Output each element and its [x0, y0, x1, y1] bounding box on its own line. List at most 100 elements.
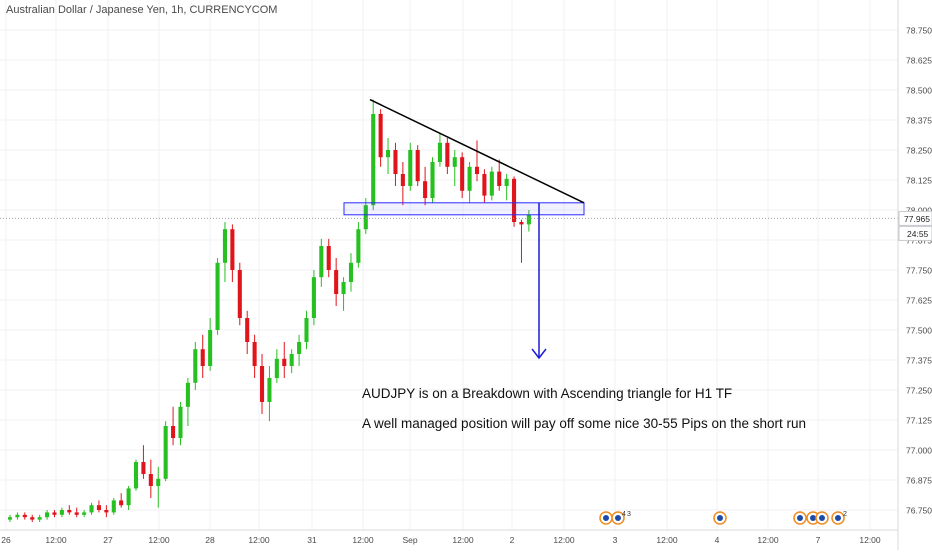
candle-body	[467, 166, 472, 191]
x-tick-label: 26	[1, 535, 11, 545]
candle-body	[163, 426, 168, 479]
x-tick-label: 12:00	[859, 535, 881, 545]
candle-body	[393, 150, 398, 174]
candle-body	[267, 378, 272, 402]
gridlines	[0, 0, 898, 530]
x-tick-label: Sep	[402, 535, 417, 545]
candle-body	[52, 512, 57, 515]
candle-body	[437, 142, 442, 162]
y-axis: 76.750 76.875 77.000 77.125 77.250 77.375 77.5…	[897, 0, 932, 550]
candle-body	[297, 342, 302, 354]
target-arrow-head	[531, 348, 547, 360]
x-tick-label: 28	[205, 535, 215, 545]
x-tick-label: 12:00	[757, 535, 779, 545]
event-count-label: 4	[622, 511, 626, 518]
x-tick-label: 2	[510, 535, 515, 545]
candle-body	[311, 277, 316, 318]
x-tick-label: 12:00	[148, 535, 170, 545]
candle-body	[200, 349, 205, 366]
x-tick-label: 12:00	[248, 535, 270, 545]
candle-body	[59, 510, 64, 515]
support-zone-box	[343, 202, 585, 216]
y-tick-label: 76.750	[906, 506, 932, 516]
candle-body	[415, 150, 420, 182]
y-tick-label: 77.500	[906, 326, 932, 336]
candle-body	[430, 162, 435, 198]
candle-body	[326, 246, 331, 270]
y-tick-label: 77.625	[906, 296, 932, 306]
candle-body	[423, 181, 428, 198]
candle-body	[274, 358, 279, 378]
candle-body	[237, 270, 242, 318]
annotation-text-2: A well managed position will pay off som…	[362, 416, 807, 431]
event-flag-icon	[835, 515, 841, 521]
candle-body	[356, 229, 361, 263]
candle-body	[222, 229, 228, 263]
candle-body	[400, 174, 405, 186]
last-price-badge	[898, 210, 932, 226]
event-flag-icon	[819, 515, 825, 521]
candle-body	[185, 382, 190, 407]
y-tick-label: 78.000	[906, 206, 932, 216]
y-tick-label: 77.250	[906, 386, 932, 396]
event-flag-icon	[615, 515, 621, 521]
y-tick-label: 78.125	[906, 176, 932, 186]
candle-body	[45, 512, 50, 518]
candle-body	[82, 512, 87, 515]
candle-body	[37, 517, 42, 520]
x-tick-label: 7	[816, 535, 821, 545]
last-price-label: 77.965	[904, 214, 930, 224]
y-tick-label: 78.750	[906, 26, 932, 36]
candle-body	[445, 142, 450, 167]
candle-body	[15, 514, 20, 518]
y-tick-label: 77.375	[906, 356, 932, 366]
x-axis: 26 12:00 27 12:00 28 12:00 31 12:00 Sep 12:00 2 12:…	[0, 511, 898, 545]
x-tick-label: 27	[103, 535, 113, 545]
candle-body	[119, 500, 124, 506]
candle-body	[111, 500, 116, 513]
candle-body	[171, 426, 176, 438]
candle-body	[133, 462, 139, 489]
candle-body	[334, 270, 339, 294]
candle-body	[460, 157, 465, 191]
candle-body	[319, 246, 324, 278]
event-flag-icon	[603, 515, 609, 521]
candle-body	[74, 512, 79, 515]
x-tick-label: 3	[613, 535, 618, 545]
candle-body	[386, 150, 391, 158]
x-tick-label: 12:00	[656, 535, 678, 545]
candles	[7, 99, 531, 522]
candle-body	[526, 214, 531, 225]
x-tick-label: 12:00	[553, 535, 575, 545]
candle-body	[89, 505, 94, 513]
x-tick-label: 12:00	[352, 535, 374, 545]
candle-body	[371, 114, 376, 206]
candle-body	[512, 178, 517, 222]
y-tick-label: 76.875	[906, 476, 932, 486]
candle-body	[474, 166, 480, 174]
y-tick-label: 77.000	[906, 446, 932, 456]
candle-body	[282, 358, 287, 366]
candle-body	[489, 171, 494, 196]
y-tick-label: 77.125	[906, 416, 932, 426]
candle-body	[7, 517, 13, 520]
candle-body	[126, 488, 131, 506]
candle-body	[141, 462, 146, 474]
y-tick-label: 78.625	[906, 56, 932, 66]
event-count-label: 2	[843, 511, 847, 518]
candle-body	[348, 262, 354, 282]
candle-body	[156, 478, 161, 486]
event-flag-icon	[810, 515, 816, 521]
candle-body	[193, 349, 198, 383]
candle-body	[22, 514, 27, 518]
candle-body	[504, 178, 509, 186]
x-tick-label: 31	[307, 535, 317, 545]
candle-body	[148, 474, 153, 486]
candle-body	[363, 205, 368, 230]
candle-body	[497, 171, 502, 186]
candle-body	[519, 222, 524, 225]
candle-body	[178, 406, 183, 438]
candle-body	[96, 505, 101, 510]
candle-body	[208, 330, 213, 366]
